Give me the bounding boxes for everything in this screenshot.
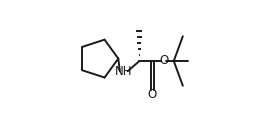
Text: O: O <box>159 55 168 67</box>
Text: NH: NH <box>115 65 132 78</box>
Text: O: O <box>148 88 157 101</box>
